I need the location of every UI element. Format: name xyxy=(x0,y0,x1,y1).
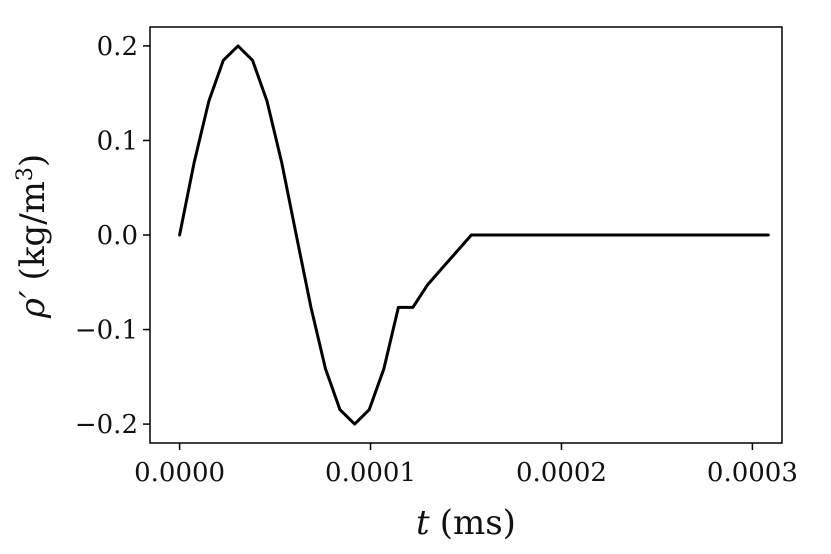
x-axis: 0.0000 0.0001 0.0002 0.0003 xyxy=(134,443,798,488)
x-tick-label: 0.0001 xyxy=(325,458,416,488)
y-axis: 0.2 0.1 0.0 −0.1 −0.2 xyxy=(75,32,150,440)
y-tick-label: 0.2 xyxy=(97,32,138,62)
x-tick-label: 0.0003 xyxy=(707,458,798,488)
series-line xyxy=(178,44,770,426)
y-axis-label: ρ′(kg/m3) xyxy=(13,154,53,319)
y-tick-label: 0.1 xyxy=(97,126,138,156)
x-axis-label: t (ms) xyxy=(416,503,516,543)
y-tick-label: −0.1 xyxy=(75,316,138,346)
y-tick-label: −0.2 xyxy=(75,410,138,440)
plot-area xyxy=(149,26,783,444)
x-tick-label: 0.0000 xyxy=(134,458,225,488)
y-tick-label: 0.0 xyxy=(97,221,138,251)
x-tick-label: 0.0002 xyxy=(516,458,607,488)
